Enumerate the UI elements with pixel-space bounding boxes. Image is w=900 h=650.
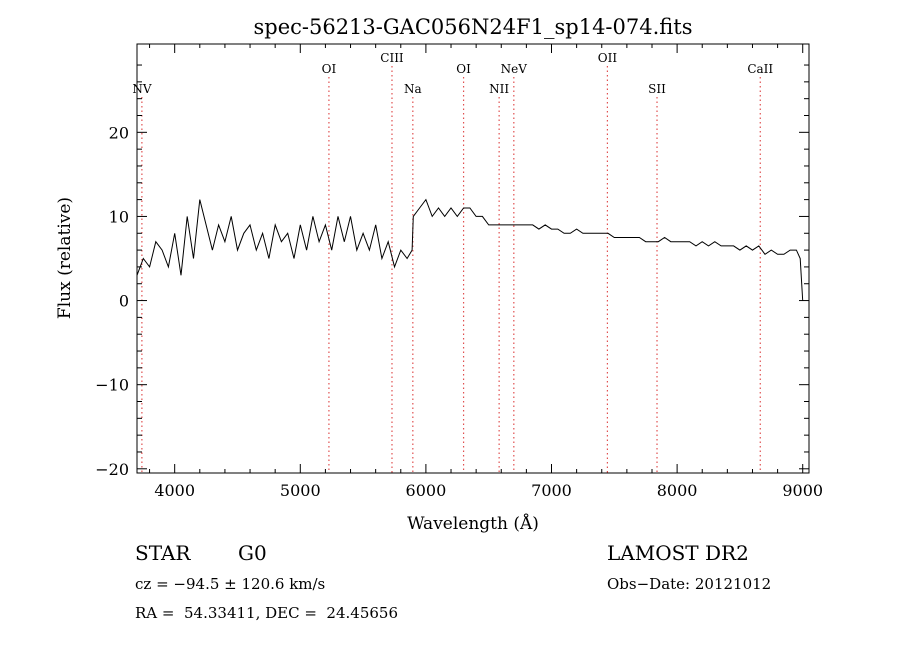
redshift-readout: cz = −94.5 ± 120.6 km/s xyxy=(135,575,326,593)
x-tick-label: 7000 xyxy=(531,481,572,500)
coordinates: RA = 54.33411, DEC = 24.45656 xyxy=(135,604,399,622)
obs-date: Obs−Date: 20121012 xyxy=(607,575,772,593)
marker-label: OI xyxy=(456,62,471,76)
survey-name: LAMOST DR2 xyxy=(607,541,749,565)
x-axis-label: Wavelength (Å) xyxy=(407,513,539,534)
spectrum-series xyxy=(136,198,804,301)
y-tick-label: 20 xyxy=(109,123,129,142)
x-tick-label: 9000 xyxy=(782,481,823,500)
x-tick-label: 4000 xyxy=(154,481,195,500)
marker-label: CIII xyxy=(380,51,404,65)
subclass: G0 xyxy=(238,541,267,565)
y-tick-label: −10 xyxy=(95,376,129,395)
spectrum-line xyxy=(136,198,804,301)
marker-label: NeV xyxy=(501,62,528,76)
marker-label: NV xyxy=(132,82,152,96)
x-tick-label: 6000 xyxy=(406,481,447,500)
object-class: STAR xyxy=(135,541,191,565)
plot-frame xyxy=(136,43,810,474)
axes: 4000 5000 6000 7000 8000 9000 −20 −10 0 10 20 xyxy=(95,44,823,500)
marker-label: SII xyxy=(648,82,666,96)
y-tick-label: −20 xyxy=(95,460,129,479)
marker-label: OI xyxy=(322,62,337,76)
chart-title: spec-56213-GAC056N24F1_sp14-074.fits xyxy=(253,15,692,39)
marker-label: CaII xyxy=(747,62,773,76)
y-axis-label: Flux (relative) xyxy=(55,197,75,319)
marker-label: NII xyxy=(489,82,509,96)
line-markers: NV OI CIII Na OI NII NeV OII SII CaII xyxy=(132,51,773,473)
marker-label: Na xyxy=(404,82,422,96)
spectrum-chart: spec-56213-GAC056N24F1_sp14-074.fits NV O… xyxy=(55,15,823,534)
x-tick-label: 5000 xyxy=(280,481,321,500)
x-tick-label: 8000 xyxy=(657,481,698,500)
marker-label: OII xyxy=(598,51,618,65)
y-tick-label: 0 xyxy=(119,292,129,311)
y-tick-label: 10 xyxy=(109,207,129,226)
